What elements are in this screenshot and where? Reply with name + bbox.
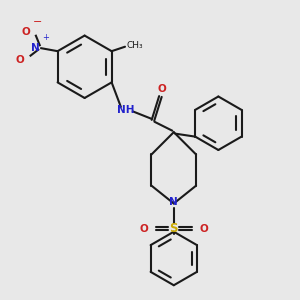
Text: +: + (43, 33, 50, 42)
Text: S: S (169, 222, 178, 235)
Text: N: N (31, 43, 40, 52)
Text: NH: NH (118, 105, 135, 115)
Text: O: O (200, 224, 208, 234)
Text: O: O (16, 55, 25, 65)
Text: −: − (32, 17, 42, 27)
Text: O: O (158, 83, 166, 94)
Text: CH₃: CH₃ (127, 41, 143, 50)
Text: O: O (22, 27, 31, 37)
Text: N: N (169, 197, 178, 207)
Text: O: O (139, 224, 148, 234)
